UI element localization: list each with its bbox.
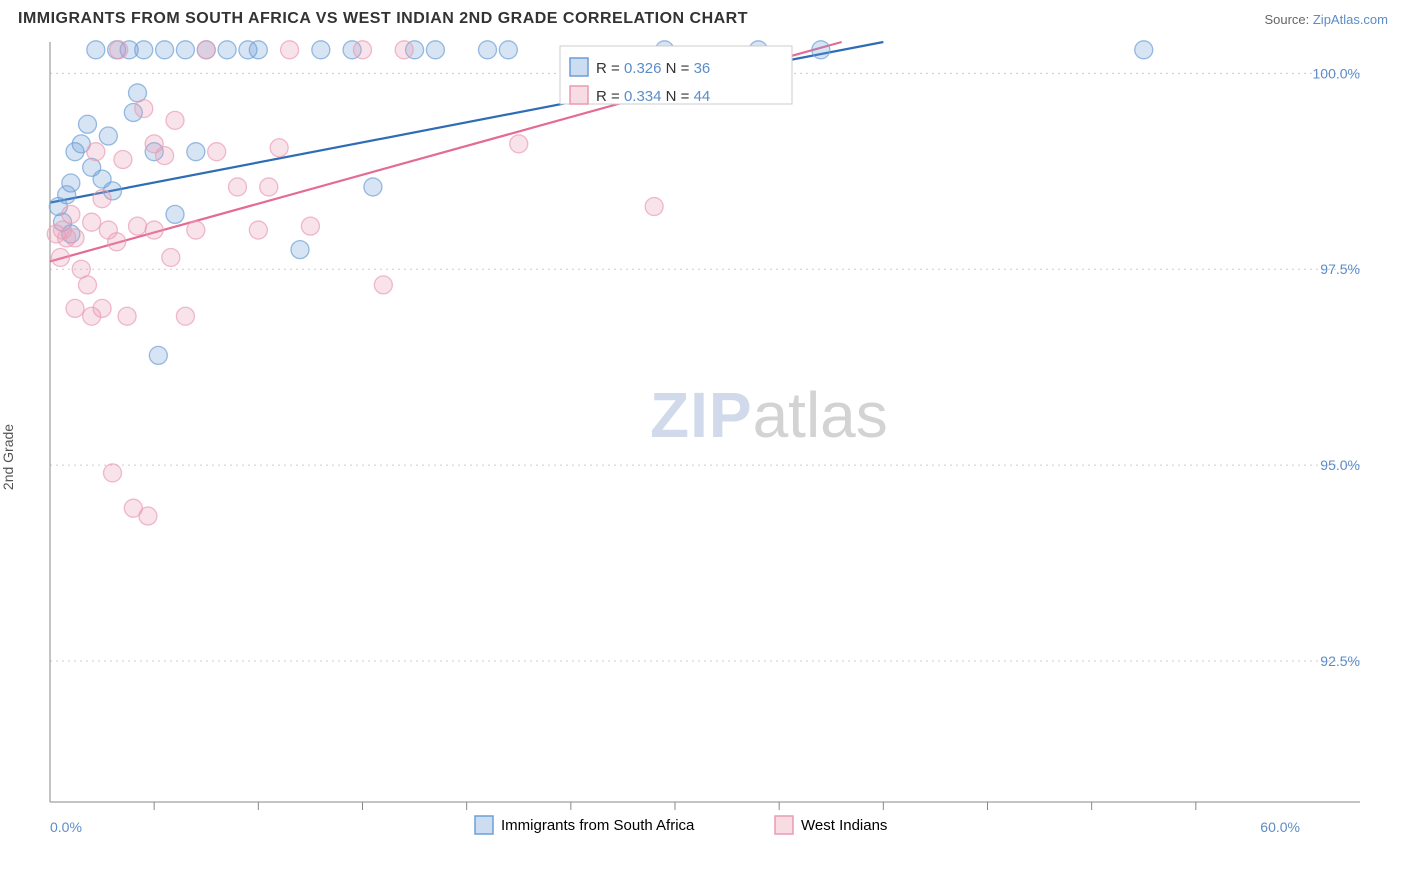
data-point xyxy=(364,178,382,196)
x-tick-label: 60.0% xyxy=(1260,819,1300,835)
data-point xyxy=(208,143,226,161)
data-point xyxy=(249,41,267,59)
y-tick-label: 100.0% xyxy=(1313,65,1360,81)
y-tick-label: 92.5% xyxy=(1320,653,1360,669)
legend-label-2: West Indians xyxy=(801,817,887,834)
data-point xyxy=(156,41,174,59)
data-point xyxy=(149,346,167,364)
legend-swatch-bottom xyxy=(475,816,493,834)
data-point xyxy=(229,178,247,196)
data-point xyxy=(118,307,136,325)
data-point xyxy=(260,178,278,196)
data-point xyxy=(93,299,111,317)
data-point xyxy=(79,276,97,294)
legend-swatch xyxy=(570,58,588,76)
data-point xyxy=(374,276,392,294)
data-point xyxy=(1135,41,1153,59)
data-point xyxy=(395,41,413,59)
data-point xyxy=(291,241,309,259)
data-point xyxy=(645,198,663,216)
chart-header: IMMIGRANTS FROM SOUTH AFRICA VS WEST IND… xyxy=(0,0,1406,34)
data-point xyxy=(62,205,80,223)
data-point xyxy=(270,139,288,157)
data-point xyxy=(166,205,184,223)
data-point xyxy=(510,135,528,153)
legend-stat: R = 0.326 N = 36 xyxy=(596,60,710,77)
data-point xyxy=(66,229,84,247)
data-point xyxy=(79,115,97,133)
data-point xyxy=(218,41,236,59)
data-point xyxy=(139,507,157,525)
legend-stat: R = 0.334 N = 44 xyxy=(596,88,710,105)
data-point xyxy=(114,151,132,169)
data-point xyxy=(499,41,517,59)
watermark: ZIPatlas xyxy=(650,379,888,451)
data-point xyxy=(129,217,147,235)
chart-area: 2nd Grade 0.0%60.0%100.0%97.5%95.0%92.5%… xyxy=(0,34,1406,864)
data-point xyxy=(156,147,174,165)
source-link[interactable]: ZipAtlas.com xyxy=(1313,12,1388,27)
source-label: Source: ZipAtlas.com xyxy=(1264,12,1388,27)
data-point xyxy=(176,307,194,325)
data-point xyxy=(166,111,184,129)
data-point xyxy=(104,464,122,482)
data-point xyxy=(354,41,372,59)
data-point xyxy=(426,41,444,59)
data-point xyxy=(812,41,830,59)
x-tick-label: 0.0% xyxy=(50,819,82,835)
scatter-plot: 0.0% 60.0% 100.0% 97.5% 95.0% 92.5% ZIPatlas R … xyxy=(0,34,1406,884)
data-point xyxy=(187,143,205,161)
data-point xyxy=(62,174,80,192)
source-prefix: Source: xyxy=(1264,12,1312,27)
chart-title: IMMIGRANTS FROM SOUTH AFRICA VS WEST IND… xyxy=(18,10,748,28)
data-point xyxy=(66,299,84,317)
data-point xyxy=(176,41,194,59)
data-point xyxy=(51,248,69,266)
data-point xyxy=(312,41,330,59)
data-point xyxy=(301,217,319,235)
data-point xyxy=(99,127,117,145)
data-point xyxy=(83,213,101,231)
legend-swatch xyxy=(570,86,588,104)
data-point xyxy=(187,221,205,239)
data-point xyxy=(87,41,105,59)
data-point xyxy=(197,41,215,59)
data-point xyxy=(145,221,163,239)
y-tick-label: 97.5% xyxy=(1320,261,1360,277)
data-point xyxy=(479,41,497,59)
data-point xyxy=(135,41,153,59)
data-point xyxy=(281,41,299,59)
data-point xyxy=(249,221,267,239)
legend-label-1: Immigrants from South Africa xyxy=(501,817,695,834)
data-point xyxy=(87,143,105,161)
legend-swatch-bottom xyxy=(775,816,793,834)
y-tick-label: 95.0% xyxy=(1320,457,1360,473)
data-point xyxy=(93,190,111,208)
data-point xyxy=(110,41,128,59)
data-point xyxy=(135,100,153,118)
data-point xyxy=(162,248,180,266)
data-point xyxy=(108,233,126,251)
